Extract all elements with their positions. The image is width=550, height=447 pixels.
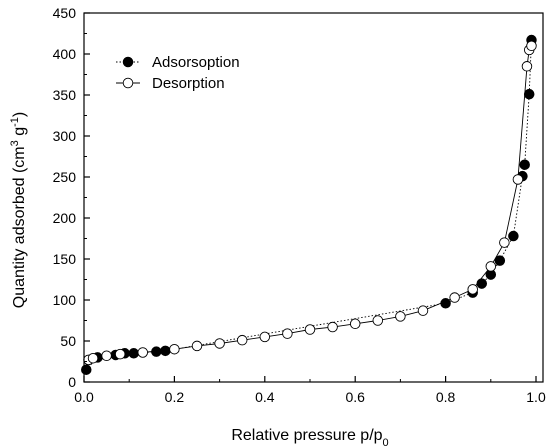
y-axis-title: Quantity adsorbed (cm3 g-1) xyxy=(9,112,28,308)
adsorption-point xyxy=(81,364,92,375)
desorption-point xyxy=(499,237,510,248)
desorption-point xyxy=(169,343,180,355)
adsorption-point xyxy=(523,88,535,100)
adsorption-point xyxy=(440,298,451,309)
y-tick-label: 300 xyxy=(53,128,77,144)
desorption-point xyxy=(521,61,533,72)
x-tick-label: 1.0 xyxy=(526,389,546,405)
desorption-point xyxy=(137,347,149,358)
desorption-point xyxy=(526,40,537,52)
desorption-point xyxy=(327,321,338,333)
desorption-point xyxy=(282,328,293,339)
series-line-2 xyxy=(88,45,532,361)
desorption-point xyxy=(214,338,225,349)
desorption-point xyxy=(449,292,460,303)
desorption-point xyxy=(114,348,126,360)
desorption-point xyxy=(512,174,524,185)
desorption-point xyxy=(349,318,361,330)
y-tick-label: 250 xyxy=(53,169,77,185)
desorption-point xyxy=(417,305,429,316)
y-tick-label: 450 xyxy=(53,5,77,21)
adsorption-point xyxy=(476,278,488,289)
y-tick-label: 50 xyxy=(60,333,76,349)
y-tick-label: 150 xyxy=(53,251,77,267)
ticks: 0.0 0.2 0.4 0.6 0.8 1.0 0 50 100 150 200 250 300 350 4… xyxy=(53,5,546,405)
series-markers xyxy=(81,34,537,375)
desorption-point xyxy=(395,311,406,322)
desorption-point xyxy=(259,331,271,343)
y-tick-label: 400 xyxy=(53,46,77,62)
adsorption-point xyxy=(519,159,530,170)
legend-marker xyxy=(122,56,134,68)
desorption-point xyxy=(101,350,112,362)
y-tick-label: 350 xyxy=(53,87,77,103)
y-tick-label: 200 xyxy=(53,210,77,226)
y-tick-label: 0 xyxy=(68,374,76,390)
desorption-point xyxy=(372,315,384,326)
legend-label: Adsorsoption xyxy=(152,54,240,71)
desorption-point xyxy=(236,334,248,346)
x-tick-label: 0.6 xyxy=(345,389,365,405)
legend-label: Desorption xyxy=(152,75,225,92)
adsorption-point xyxy=(508,230,519,242)
desorption-point xyxy=(304,324,316,335)
y-tick-label: 100 xyxy=(53,292,77,308)
desorption-point xyxy=(191,340,203,352)
legend: Adsorsoption Desorption xyxy=(116,54,240,92)
desorption-point xyxy=(485,261,497,272)
adsorption-point xyxy=(160,345,171,357)
x-tick-label: 0.4 xyxy=(255,389,275,405)
desorption-point xyxy=(467,284,478,295)
x-tick-label: 0.2 xyxy=(165,389,185,405)
adsorption-point xyxy=(151,346,162,357)
x-tick-label: 0.8 xyxy=(436,389,456,405)
adsorption-point xyxy=(494,255,506,266)
adsorption-point xyxy=(128,348,139,359)
desorption-point xyxy=(87,352,99,364)
x-tick-label: 0.0 xyxy=(74,389,94,405)
x-axis-title: Relative pressure p/p0 xyxy=(231,427,388,447)
legend-marker xyxy=(122,77,134,89)
